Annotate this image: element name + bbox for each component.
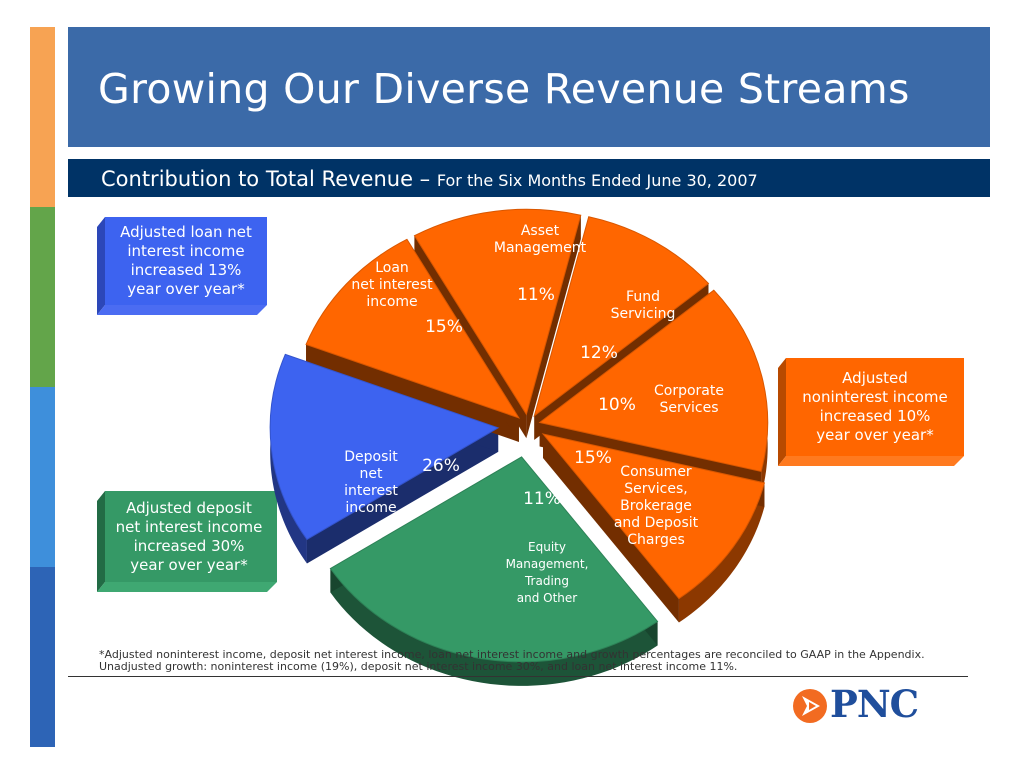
pnc-logo-text: PNC: [830, 682, 919, 726]
slice-label: Corporate Services: [654, 383, 724, 416]
slice-label-line: interest: [344, 483, 398, 499]
noninterest-callout-text: Adjusted noninterest income increased 10…: [802, 369, 948, 444]
side-strip-lightblue: [30, 387, 55, 567]
pie-slice-consumer-services-brokerage-and-deposit-charges: [538, 289, 769, 473]
slice-label-line: Trading: [524, 574, 569, 588]
slice-label-line: Brokerage: [620, 498, 692, 514]
slice-label-line: Management: [494, 240, 587, 256]
subtitle-main: Contribution to Total Revenue –: [101, 167, 431, 191]
slice-percent: 10%: [598, 395, 636, 415]
slice-percent: 15%: [425, 317, 463, 337]
slice-percent: 11%: [517, 285, 555, 305]
subtitle-text: Contribution to Total Revenue – For the …: [101, 167, 758, 191]
slice-label-line: Charges: [627, 532, 685, 548]
noninterest-callout-box: [778, 358, 964, 466]
slice-percent: 12%: [580, 343, 618, 363]
footnote-divider: [68, 676, 968, 677]
slice-percent: 26%: [422, 456, 460, 476]
slice-label-line: net: [360, 466, 383, 482]
slice-label: Fund Servicing: [611, 289, 676, 322]
loan-callout: Adjusted loan net interest income increa…: [97, 217, 267, 315]
slice-percent: 15%: [574, 448, 612, 468]
subtitle-detail: For the Six Months Ended June 30, 2007: [436, 171, 758, 190]
pie-slice-deposit-net-interest-income: [329, 456, 659, 663]
deposit-callout-text: Adjusted deposit net interest income inc…: [115, 498, 263, 574]
slice-label-line: Loan: [375, 260, 409, 276]
pnc-logo-icon: [793, 689, 827, 723]
pie-slice-asset-management: [305, 238, 521, 419]
side-strip-blue: [30, 567, 55, 747]
pnc-logo: PNC: [792, 682, 942, 726]
subtitle-bar: Contribution to Total Revenue – For the …: [68, 159, 990, 197]
pie-slice-fund-servicing: [413, 208, 582, 416]
title-bar: Growing Our Diverse Revenue Streams: [68, 27, 990, 147]
slice-label-line: income: [345, 500, 396, 516]
slide-title: Growing Our Diverse Revenue Streams: [98, 65, 910, 113]
slice-label-line: net interest: [351, 277, 433, 293]
slice-label-line: and Deposit: [614, 515, 699, 531]
slice-label: Loan net interest income: [351, 260, 433, 310]
slice-label-line: Servicing: [611, 306, 676, 322]
side-strip-orange: [30, 27, 55, 207]
slice-label-line: Services,: [624, 481, 688, 497]
slice-label-line: Equity: [528, 540, 566, 554]
slice-label-line: Consumer: [620, 464, 692, 480]
slice-label-line: Fund: [626, 289, 660, 305]
slice-label: Equity Management, Trading and Other: [506, 540, 589, 605]
slice-label: Deposit net interest income: [344, 449, 398, 516]
slice-label-line: Corporate: [654, 383, 724, 399]
slice-label-line: Asset: [521, 223, 560, 239]
slice-label: Consumer Services, Brokerage and Deposit Cha…: [614, 464, 699, 548]
slice-label-line: Deposit: [344, 449, 398, 465]
pie-slice-loan-net-interest-income: [269, 353, 500, 541]
footnote: *Adjusted noninterest income, deposit ne…: [99, 648, 925, 673]
slice-label: Asset Management: [494, 223, 587, 256]
pie-slice-equity-management-trading-and-other: [541, 433, 766, 600]
slice-percent: 11%: [523, 489, 561, 509]
loan-callout-text: Adjusted loan net interest income increa…: [120, 223, 252, 298]
deposit-callout-box: [97, 491, 277, 592]
loan-callout-box: [97, 217, 267, 315]
slice-label-line: income: [366, 294, 417, 310]
noninterest-callout: Adjusted noninterest income increased 10…: [778, 358, 964, 466]
pie-slice-corporate-services: [533, 216, 710, 418]
slice-label-line: Services: [659, 400, 718, 416]
side-strip-green: [30, 207, 55, 387]
slice-label-line: Management,: [506, 557, 589, 571]
slice-label-line: and Other: [517, 591, 578, 605]
deposit-callout: Adjusted deposit net interest income inc…: [97, 491, 277, 592]
